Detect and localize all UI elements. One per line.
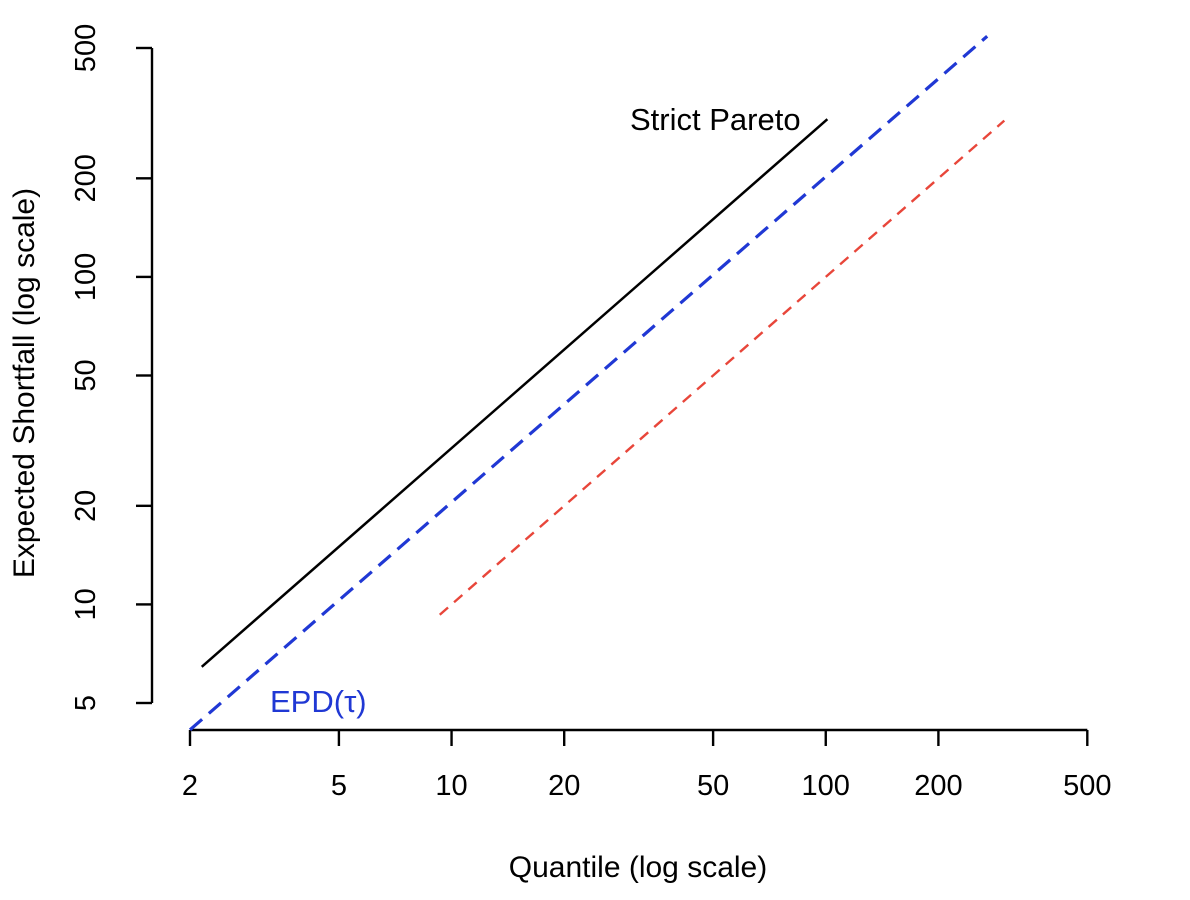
x-tick-label: 2 bbox=[182, 770, 198, 802]
x-tick-label: 10 bbox=[435, 770, 467, 802]
y-tick-label: 20 bbox=[70, 490, 102, 522]
y-tick-label: 5 bbox=[70, 695, 102, 711]
x-tick-label: 200 bbox=[914, 770, 962, 802]
y-tick-label: 500 bbox=[70, 24, 102, 72]
y-tick-label: 50 bbox=[70, 359, 102, 391]
y-tick-label: 10 bbox=[70, 588, 102, 620]
x-tick-label: 50 bbox=[697, 770, 729, 802]
x-tick-label: 100 bbox=[802, 770, 850, 802]
epd-line bbox=[188, 35, 989, 732]
x-tick-label: 20 bbox=[548, 770, 580, 802]
epd-label: EPD(τ) bbox=[270, 684, 367, 719]
x-tick-label: 500 bbox=[1063, 770, 1111, 802]
identity-reference-line bbox=[438, 119, 1006, 616]
axes bbox=[150, 48, 1088, 732]
axis-ticks: 5 10 20 50 100 200 500 2 5 10 20 50 100 200 500 bbox=[70, 24, 1112, 802]
annotations: Strict Pareto EPD(τ) bbox=[270, 102, 801, 719]
x-axis-title: Quantile (log scale) bbox=[509, 851, 767, 884]
data-series bbox=[188, 35, 1006, 732]
y-tick-label: 200 bbox=[70, 154, 102, 202]
y-tick-label: 100 bbox=[70, 253, 102, 301]
strict-pareto-line bbox=[200, 118, 829, 668]
x-tick-label: 5 bbox=[331, 770, 347, 802]
y-axis-title: Expected Shortfall (log scale) bbox=[8, 188, 41, 578]
strict-pareto-label: Strict Pareto bbox=[630, 102, 801, 137]
